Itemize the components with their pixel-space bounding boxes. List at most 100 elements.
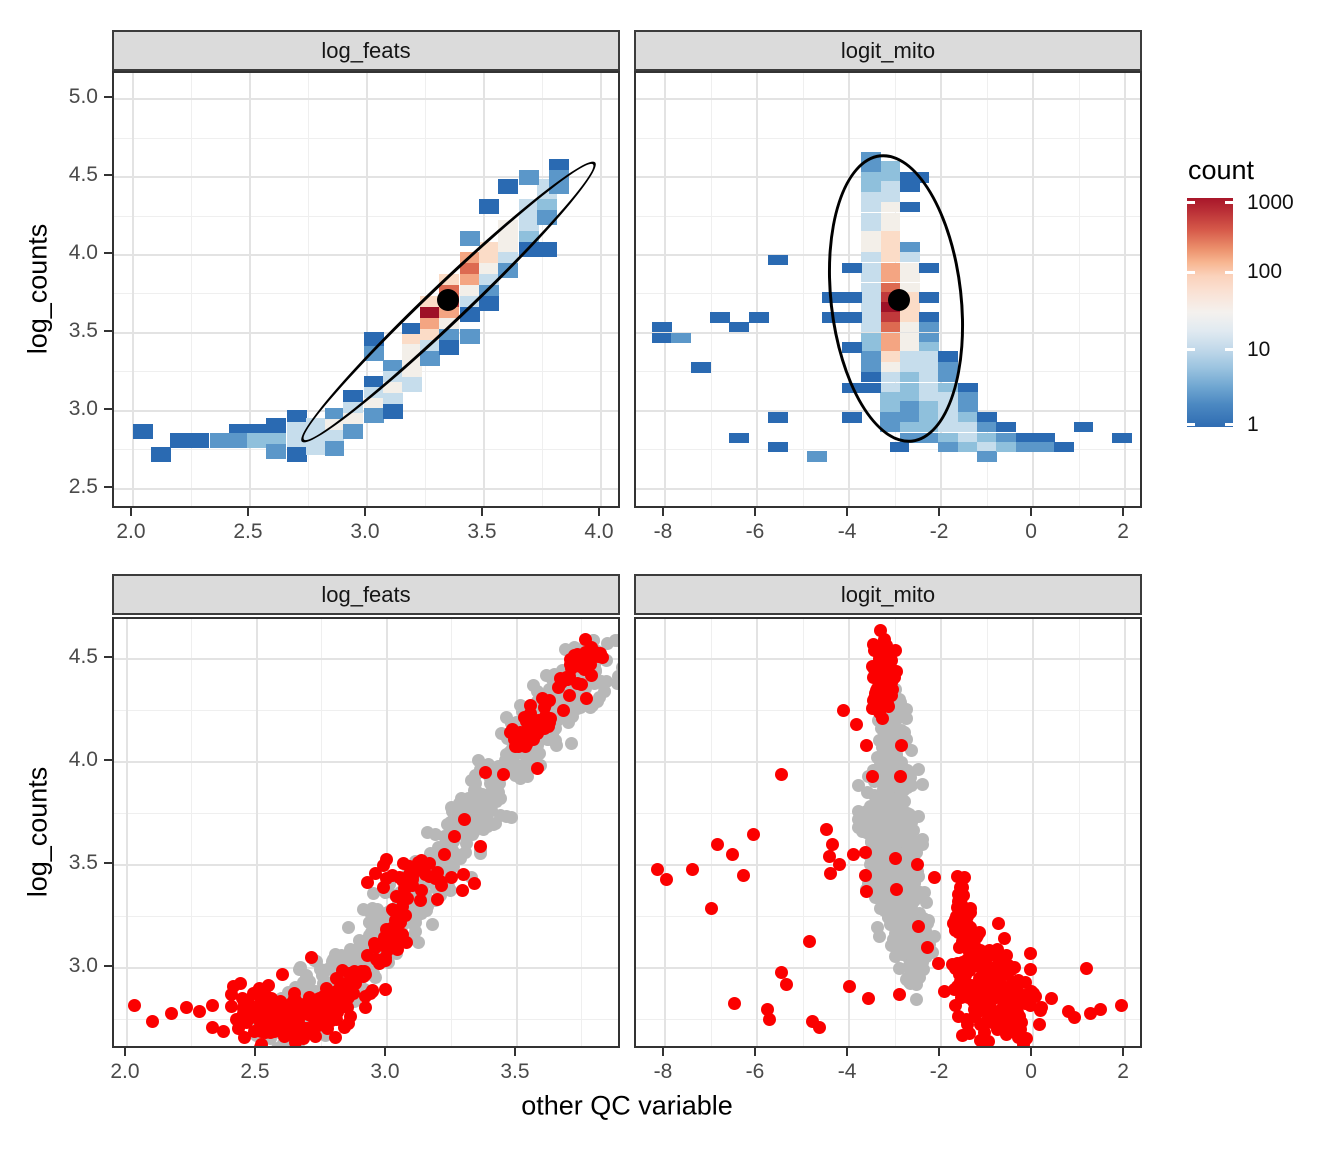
bin2d-cell [919,292,939,303]
bin2d-cell [401,377,422,393]
scatter-point-red [253,1040,267,1046]
bin2d-cell [841,342,862,353]
bin2d-cell [518,241,539,257]
scatter-point-gray [873,758,887,772]
scatter-point-red [660,872,674,886]
scatter-point-gray [919,895,933,909]
scatter-point-red [858,846,872,860]
bin2d-cell [861,312,881,323]
bin2d-cell [919,382,939,394]
facet-strip-label: logit_mito [840,581,936,607]
legend-tick-label: 10 [1247,337,1271,361]
x-tick-label: 2 [1117,1060,1129,1083]
x-tick-mark [938,1048,941,1056]
bin2d-cell [976,432,997,443]
scatter-point-red [128,998,142,1012]
scatter-point-red [379,983,393,997]
scatter-point-red [802,934,816,948]
bin2d-cell [151,447,172,463]
scatter-point-gray [271,1041,285,1046]
gridline-x-minor [541,73,543,506]
scatter-point-red [997,931,1011,945]
x-tick-mark [938,508,941,516]
y-tick-label: 3.5 [68,318,98,342]
scatter-point-red [1007,960,1021,974]
gridline-x-minor [191,619,193,1046]
scatter-point-red [164,1006,178,1020]
gridline-x-minor [190,73,192,506]
bin2d-cell [324,441,345,457]
bin2d-cell [938,382,959,394]
bin2d-cell [460,328,481,344]
scatter-point-gray [471,754,485,768]
gridline-x-major [1124,619,1126,1046]
bin2d-cell [938,441,959,453]
gridline-y-major [114,254,618,256]
scatter-point-gray [900,838,914,852]
legend-tick-label: 1 [1247,412,1259,436]
bin2d-cell [880,401,901,412]
bin2d-cell [729,432,750,443]
scatter-point-gray [315,967,329,981]
bin2d-cell [957,441,978,453]
gridline-y-major [114,761,618,763]
facet-strip-label: log_feats [321,37,411,63]
gridline-x-major [756,73,758,506]
legend-tick-label: 100 [1247,260,1283,284]
scatter-point-gray [412,936,426,950]
scatter-point-red [1008,1000,1022,1014]
scatter-point-red [1079,961,1093,975]
legend-tick-notch-right [1225,201,1233,205]
bin2d-cell [768,441,788,453]
bin2d-cell [919,401,939,412]
scatter-point-red [873,653,887,667]
scatter-point-red [474,839,488,853]
bin2d-cell [919,371,939,383]
bin2d-cell [880,351,901,362]
scatter-point-red [344,1009,358,1023]
x-tick-label: 2.0 [110,1060,140,1083]
bin2d-cell [841,262,862,273]
bin2d-cell [899,412,920,423]
scatter-point-red [705,901,719,915]
facet-strip-label: log_feats [321,581,411,607]
bin2d-cell [478,199,499,215]
facet-strip-label: logit_mito [840,37,936,63]
scatter-point-red [146,1015,160,1029]
gridline-y-minor [114,371,618,373]
scatter-point-red [1093,1002,1107,1016]
bin2d-cell [861,201,881,213]
scatter-point-red [437,848,451,862]
gridline-x-major [516,619,518,1046]
bin2d-cell [899,251,920,263]
scatter-point-red [725,848,739,862]
bin2d-cell [537,241,558,257]
bin2d-cell [996,421,1017,433]
bin2d-cell [861,271,881,283]
bin2d-cell [899,181,920,192]
gridline-x-minor [710,619,712,1046]
x-tick-label: -8 [653,1060,673,1083]
scatter-point-red [302,991,316,1005]
bin2d-cell [909,172,930,183]
bin2d-cell [899,321,920,333]
bin2d-cell [996,432,1017,443]
bin2d-cell [938,362,959,373]
bin2d-cell [549,179,570,195]
scatter-point-red [780,977,794,991]
bin2d-cell [919,432,939,443]
scatter-point-gray [371,909,385,923]
gridline-x-minor [1078,73,1080,506]
bin2d-cell [880,201,901,213]
x-tick-mark [480,508,483,516]
bin2d-cell [880,172,901,183]
bin2d-cell [841,312,862,323]
scatter-point-red [973,971,987,985]
scatter-point-gray [877,726,891,740]
bin2d-cell [748,312,769,323]
bin2d-cell [880,262,901,273]
x-tick-label: -4 [837,520,857,543]
bin2d-cell [938,401,959,412]
bin2d-cell [880,342,901,353]
legend-tick-notch-left [1187,348,1195,352]
